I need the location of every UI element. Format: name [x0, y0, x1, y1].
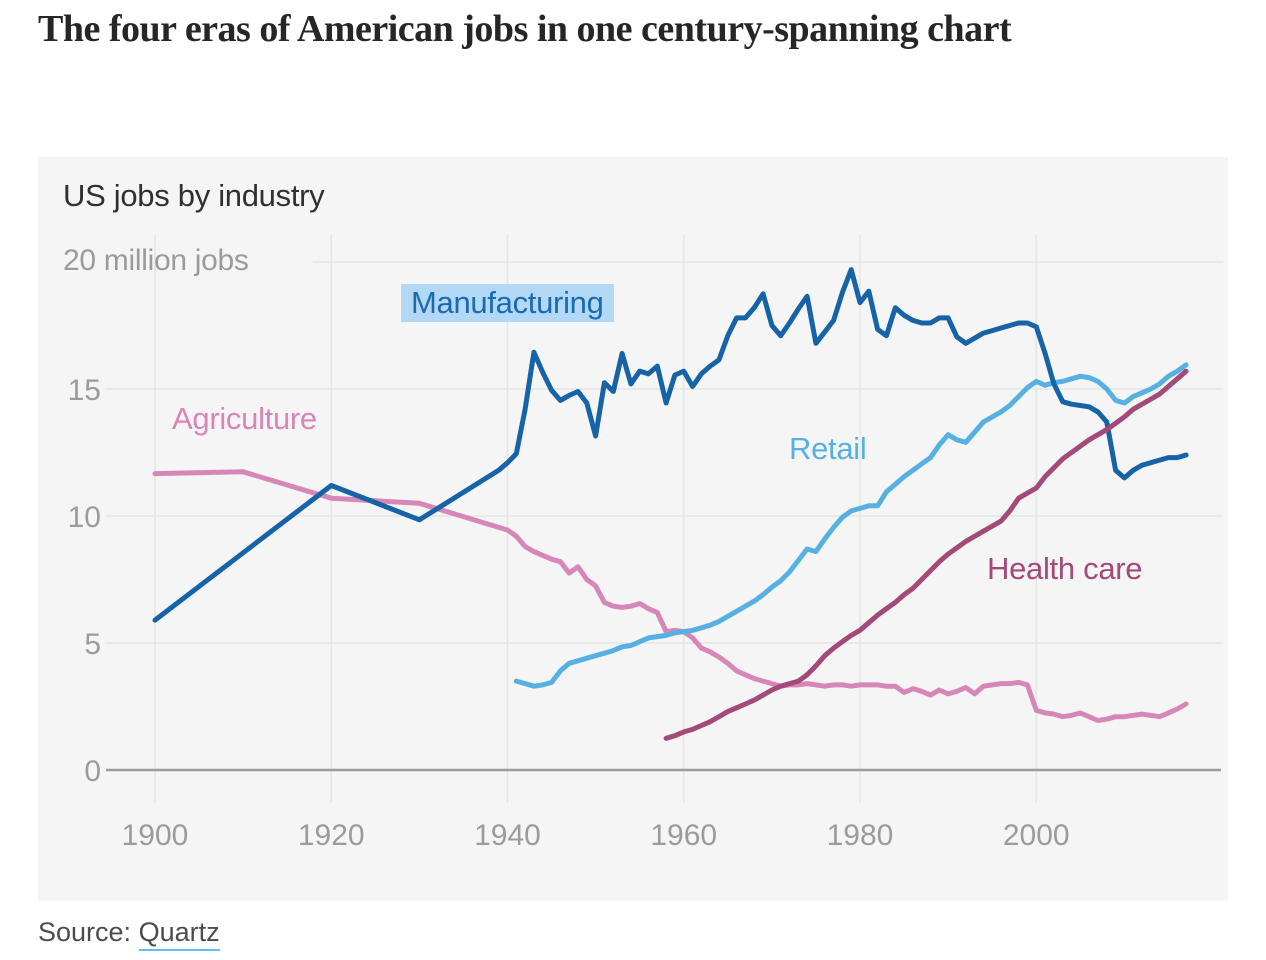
series-label-health-care: Health care	[987, 551, 1143, 586]
x-tick-1900: 1900	[122, 819, 189, 852]
line-retail	[513, 362, 1189, 689]
chart-panel: 0 5 10 15 1900 1920 1940 1960 1980 2000 US jobs b…	[38, 157, 1228, 901]
x-tick-1960: 1960	[650, 819, 717, 852]
y-tick-0: 0	[84, 755, 101, 788]
page-title: The four eras of American jobs in one ce…	[38, 8, 1012, 50]
source-link[interactable]: Quartz	[138, 917, 220, 951]
series-label-manufacturing: Manufacturing	[401, 284, 614, 322]
source-prefix: Source:	[38, 917, 132, 947]
chart-canvas: 0 5 10 15 1900 1920 1940 1960 1980 2000	[68, 235, 1223, 852]
line-agriculture	[152, 469, 1189, 723]
line-health-care	[663, 368, 1189, 741]
y-tick-15: 15	[68, 374, 101, 407]
line-manufacturing	[152, 267, 1189, 623]
y-tick-10: 10	[68, 501, 101, 534]
series-label-agriculture: Agriculture	[172, 401, 317, 436]
x-tick-1980: 1980	[827, 819, 894, 852]
source-row: Source: Quartz	[38, 917, 220, 951]
x-tick-1940: 1940	[474, 819, 541, 852]
y-axis-labels: 0 5 10 15	[68, 374, 101, 788]
x-tick-2000: 2000	[1003, 819, 1070, 852]
y-axis-top-label: 20 million jobs	[63, 244, 249, 277]
x-tick-1920: 1920	[298, 819, 365, 852]
series-label-retail: Retail	[789, 431, 867, 466]
y-tick-5: 5	[84, 628, 101, 661]
chart-title: US jobs by industry	[63, 178, 325, 213]
x-axis-labels: 1900 1920 1940 1960 1980 2000	[122, 819, 1070, 852]
